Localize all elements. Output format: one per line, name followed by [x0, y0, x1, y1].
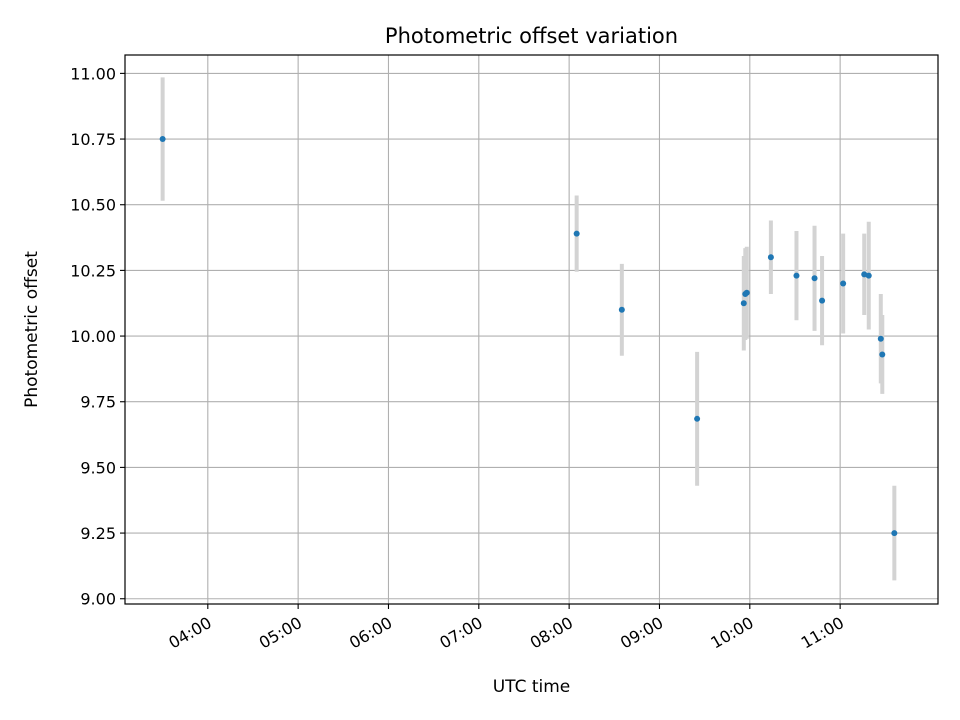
grid: [125, 55, 938, 604]
y-tick-label: 10.25: [70, 261, 116, 280]
y-tick-label: 9.25: [80, 524, 116, 543]
x-axis-label: UTC time: [493, 677, 571, 697]
data-point: [767, 254, 774, 261]
y-tick-label: 10.75: [70, 130, 116, 149]
data-point: [865, 272, 872, 279]
chart-title: Photometric offset variation: [385, 24, 678, 48]
data-point: [740, 300, 747, 307]
data-point: [811, 275, 818, 282]
y-tick-label: 10.50: [70, 196, 116, 215]
data-point: [573, 230, 580, 237]
y-tick-label: 10.00: [70, 327, 116, 346]
data-point: [743, 289, 750, 296]
data-point: [891, 530, 898, 537]
data-points: [159, 136, 898, 537]
y-tick-label: 9.75: [80, 393, 116, 412]
data-point: [840, 280, 847, 287]
data-point: [861, 271, 868, 278]
y-tick-label: 9.50: [80, 458, 116, 477]
y-tick-label: 11.00: [70, 64, 116, 83]
y-tick-label: 9.00: [80, 590, 116, 609]
data-point: [159, 136, 166, 143]
data-point: [793, 272, 800, 279]
data-point: [819, 297, 826, 304]
y-axis-label: Photometric offset: [22, 251, 42, 408]
plot-frame: [124, 54, 939, 605]
data-point: [694, 415, 701, 422]
y-axis-ticks: 9.00 9.25 9.50 9.75 10.00 10.25 10.50 10.75 11.0…: [70, 64, 125, 609]
data-point: [877, 335, 884, 342]
data-point: [618, 306, 625, 313]
data-point: [879, 351, 886, 358]
